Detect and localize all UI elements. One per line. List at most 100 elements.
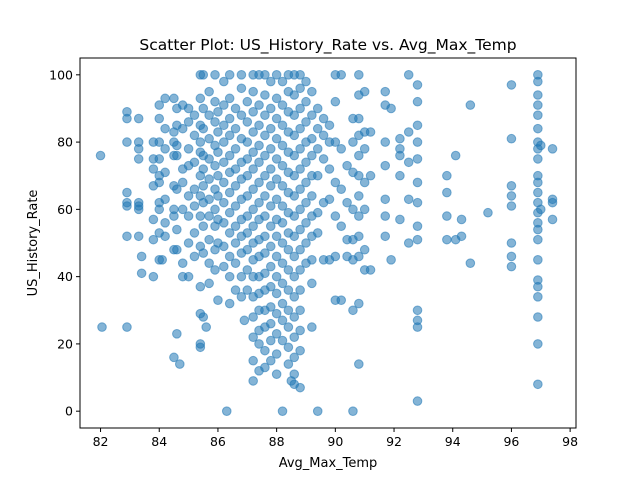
scatter-point [204, 154, 214, 164]
scatter-point [260, 170, 270, 181]
scatter-point [189, 184, 200, 194]
scatter-point [271, 231, 282, 242]
scatter-point [380, 231, 391, 242]
scatter-point [204, 110, 214, 120]
scatter-point [403, 70, 414, 80]
scatter-point [330, 251, 341, 262]
scatter-point [533, 76, 543, 87]
scatter-point [213, 107, 223, 117]
scatter-point [506, 261, 517, 272]
scatter-point [204, 258, 214, 268]
scatter-point [395, 170, 405, 181]
x-tick-label: 88 [269, 434, 285, 449]
scatter-point [412, 120, 423, 131]
scatter-point [242, 117, 253, 127]
scatter-point [210, 96, 220, 107]
scatter-point [386, 103, 396, 114]
scatter-point [122, 322, 132, 332]
scatter-point [283, 322, 294, 332]
scatter-point [289, 251, 300, 262]
scatter-point [277, 201, 288, 211]
scatter-point [412, 234, 423, 245]
scatter-point [133, 154, 144, 164]
scatter-point [271, 349, 282, 359]
scatter-point [295, 244, 305, 255]
scatter-point [242, 285, 253, 295]
scatter-point [172, 329, 182, 339]
scatter-point [330, 211, 341, 221]
scatter-point [330, 96, 341, 107]
scatter-point [271, 93, 282, 104]
scatter-point [265, 76, 276, 87]
scatter-point [506, 238, 517, 248]
scatter-point [265, 318, 276, 329]
scatter-point [198, 181, 209, 191]
scatter-point [183, 103, 194, 114]
scatter-point [219, 197, 229, 208]
y-tick-label: 20 [57, 336, 73, 351]
scatter-point [348, 406, 358, 416]
scatter-point [330, 177, 341, 188]
scatter-point [157, 255, 167, 265]
scatter-point [148, 271, 159, 282]
scatter-point [254, 339, 264, 349]
scatter-point [295, 103, 305, 114]
scatter-point [403, 194, 414, 205]
points-layer [95, 70, 558, 416]
scatter-point [348, 137, 358, 147]
scatter-point [295, 184, 305, 194]
scatter-point [359, 177, 370, 188]
scatter-point [219, 218, 229, 228]
scatter-point [265, 261, 276, 272]
scatter-point [172, 224, 182, 235]
scatter-point [289, 130, 300, 141]
scatter-point [172, 140, 182, 151]
scatter-point [277, 100, 288, 110]
scatter-point [289, 211, 300, 221]
scatter-point [295, 265, 305, 275]
scatter-point [183, 271, 194, 282]
scatter-point [354, 251, 364, 262]
scatter-point [248, 147, 258, 157]
scatter-point [295, 325, 305, 336]
scatter-point [260, 191, 270, 201]
scatter-point [442, 187, 452, 198]
scatter-point [307, 133, 317, 144]
scatter-point [213, 191, 223, 201]
scatter-point [403, 238, 414, 248]
scatter-point [224, 271, 235, 282]
scatter-point [412, 396, 423, 406]
scatter-point [213, 295, 223, 305]
scatter-point [312, 144, 323, 154]
scatter-point [307, 278, 317, 289]
y-tick-label: 80 [57, 135, 73, 150]
scatter-point [295, 305, 305, 316]
scatter-point [265, 123, 276, 134]
scatter-point [160, 194, 170, 205]
scatter-point [533, 281, 543, 292]
scatter-point [265, 221, 276, 231]
scatter-point [354, 70, 364, 80]
scatter-point [260, 70, 270, 80]
scatter-point [277, 140, 288, 151]
scatter-point [230, 144, 241, 154]
scatter-point [260, 211, 270, 221]
scatter-point [136, 251, 147, 262]
scatter-point [242, 244, 253, 255]
scatter-point [230, 164, 241, 174]
scatter-point [533, 177, 543, 188]
scatter-point [189, 251, 200, 262]
scatter-point [230, 285, 241, 295]
scatter-point [336, 221, 347, 231]
x-tick-label: 90 [327, 434, 343, 449]
scatter-point [224, 228, 235, 238]
scatter-point [301, 157, 311, 168]
scatter-point [386, 255, 396, 265]
scatter-point [224, 251, 235, 262]
scatter-point [172, 150, 182, 161]
scatter-point [271, 251, 282, 262]
scatter-point [224, 207, 235, 218]
scatter-point [260, 90, 270, 100]
scatter-point [265, 181, 276, 191]
